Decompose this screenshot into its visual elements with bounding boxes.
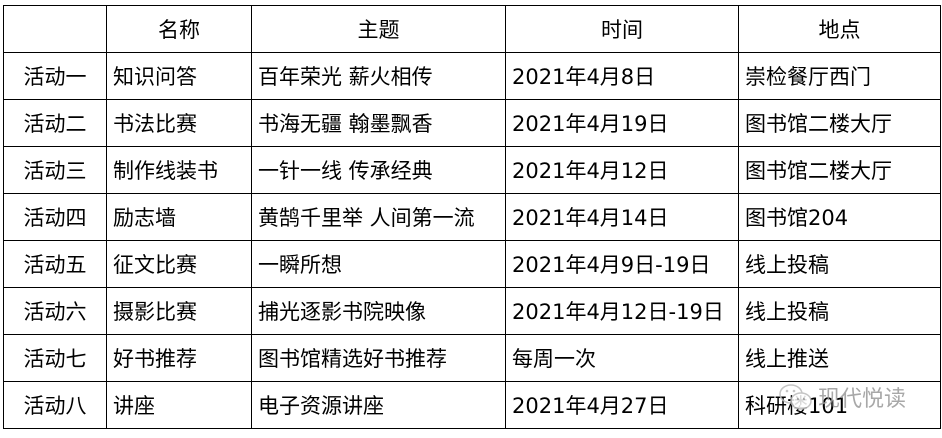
table-cell: 制作线装书 — [106, 146, 252, 194]
table-cell: 知识问答 — [106, 52, 252, 100]
table-cell: 一瞬所想 — [251, 240, 506, 288]
table-cell: 科研楼101 — [738, 381, 941, 429]
table-row: 活动七 好书推荐 图书馆精选好书推荐 每周一次 线上推送 — [3, 334, 941, 382]
table-cell: 线上投稿 — [738, 287, 941, 335]
table-cell: 2021年4月12日-19日 — [505, 287, 739, 335]
activity-table: 名称 主题 时间 地点 活动一 知识问答 百年荣光 薪火相传 2021年4月8日 崇检餐厅西门… — [3, 5, 941, 429]
table-row: 活动六 摄影比赛 捕光逐影书院映像 2021年4月12日-19日 线上投稿 — [3, 287, 941, 335]
header-row: 名称 主题 时间 地点 — [3, 5, 941, 53]
table-cell: 线上投稿 — [738, 240, 941, 288]
table-cell: 线上推送 — [738, 334, 941, 382]
watermark-text: 现代悦读 — [818, 387, 907, 412]
table-cell: 活动一 — [3, 52, 107, 100]
table-row: 活动一 知识问答 百年荣光 薪火相传 2021年4月8日 崇检餐厅西门 — [3, 52, 941, 100]
table-cell: 图书馆二楼大厅 — [738, 146, 941, 194]
table-cell: 书法比赛 — [106, 99, 252, 147]
table-cell: 2021年4月19日 — [505, 99, 739, 147]
table-cell: 捕光逐影书院映像 — [251, 287, 506, 335]
column-header: 主题 — [251, 5, 506, 53]
table-cell: 活动四 — [3, 193, 107, 241]
table-row: 活动三 制作线装书 一针一线 传承经典 2021年4月12日 图书馆二楼大厅 — [3, 146, 941, 194]
table-row: 活动八讲座电子资源讲座2021年4月27日科研楼101 — [3, 381, 941, 429]
table-cell: 活动五 — [3, 240, 107, 288]
column-header — [3, 5, 107, 53]
table-cell: 活动七 — [3, 334, 107, 382]
table-row: 活动五 征文比赛 一瞬所想 2021年4月9日-19日 线上投稿 — [3, 240, 941, 288]
table-cell: 活动二 — [3, 99, 107, 147]
table-cell: 每周一次 — [505, 334, 739, 382]
column-header: 名称 — [106, 5, 252, 53]
table-cell: 图书馆精选好书推荐 — [251, 334, 506, 382]
table-cell: 活动六 — [3, 287, 107, 335]
table-cell: 2021年4月9日-19日 — [505, 240, 739, 288]
table-cell: 2021年4月14日 — [505, 193, 739, 241]
table-cell: 好书推荐 — [106, 334, 252, 382]
table-cell: 励志墙 — [106, 193, 252, 241]
table-cell: 活动三 — [3, 146, 107, 194]
wechat-icon — [779, 384, 812, 410]
table-cell: 2021年4月27日 — [505, 381, 739, 429]
table-cell: 活动八 — [3, 381, 107, 429]
column-header: 地点 — [738, 5, 941, 53]
table-cell: 图书馆204 — [738, 193, 941, 241]
table-cell: 崇检餐厅西门 — [738, 52, 941, 100]
table-row: 活动二 书法比赛 书海无疆 翰墨飘香 2021年4月19日 图书馆二楼大厅 — [3, 99, 941, 147]
table-cell: 电子资源讲座 — [251, 381, 506, 429]
table-cell: 书海无疆 翰墨飘香 — [251, 99, 506, 147]
table-cell: 征文比赛 — [106, 240, 252, 288]
table-cell: 2021年4月8日 — [505, 52, 739, 100]
table-row: 活动四 励志墙 黄鹄千里举 人间第一流 2021年4月14日 图书馆204 — [3, 193, 941, 241]
table-cell: 黄鹄千里举 人间第一流 — [251, 193, 506, 241]
watermark: 现代悦读 — [778, 381, 906, 413]
table-cell: 图书馆二楼大厅 — [738, 99, 941, 147]
table-cell: 2021年4月12日 — [505, 146, 739, 194]
table-cell: 百年荣光 薪火相传 — [251, 52, 506, 100]
table-cell: 一针一线 传承经典 — [251, 146, 506, 194]
table-cell: 讲座 — [106, 381, 252, 429]
table-cell: 摄影比赛 — [106, 287, 252, 335]
column-header: 时间 — [505, 5, 739, 53]
